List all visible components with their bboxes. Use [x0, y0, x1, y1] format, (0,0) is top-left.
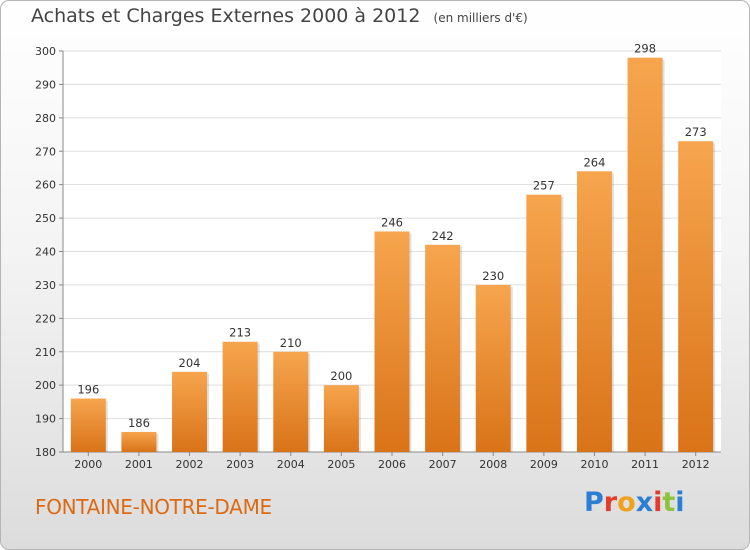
x-tick-label: 2002: [176, 458, 204, 471]
bar-value-label: 196: [77, 383, 99, 397]
chart-subtitle: (en milliers d'€): [433, 11, 528, 25]
bar-value-label: 257: [533, 179, 555, 193]
y-tick-label: 270: [35, 145, 56, 158]
x-tick-label: 2010: [580, 458, 608, 471]
x-tick-label: 2000: [74, 458, 102, 471]
logo-letter: r: [603, 487, 618, 518]
y-tick-label: 220: [35, 312, 56, 325]
y-tick-label: 180: [35, 446, 56, 459]
chart-title: Achats et Charges Externes 2000 à 2012: [31, 5, 421, 27]
logo-letter: o: [617, 487, 636, 518]
y-tick-label: 230: [35, 279, 56, 292]
logo-letter: P: [584, 487, 604, 518]
bar-value-label: 204: [179, 356, 201, 370]
bar-value-label: 186: [128, 416, 150, 430]
x-tick-label: 2001: [125, 458, 153, 471]
x-tick-label: 2003: [226, 458, 254, 471]
bar: [172, 371, 208, 452]
location-name: FONTAINE-NOTRE-DAME: [35, 495, 272, 519]
logo-letter: x: [635, 487, 654, 518]
bar: [121, 431, 157, 452]
y-tick-label: 210: [35, 346, 56, 359]
bar: [222, 341, 258, 452]
bar-value-label: 273: [685, 125, 707, 139]
bar: [70, 398, 106, 452]
bar-value-label: 213: [229, 326, 251, 340]
bar-value-label: 230: [482, 269, 504, 283]
y-tick-label: 190: [35, 413, 56, 426]
x-tick-label: 2007: [429, 458, 457, 471]
bar-value-label: 298: [634, 42, 656, 56]
bar-value-label: 210: [280, 336, 302, 350]
bar: [627, 57, 663, 452]
x-tick-label: 2006: [378, 458, 406, 471]
bar: [576, 171, 612, 453]
y-tick-label: 250: [35, 212, 56, 225]
bar: [526, 194, 562, 453]
x-tick-label: 2012: [682, 458, 710, 471]
axis-layer: 180 190 200 210 220 230 240 250 260 270 280 290 300 2…: [35, 45, 721, 471]
label-layer: 196 186 204 213 210 200 246 242 230 257 264 298 273: [77, 42, 706, 430]
bar-value-label: 200: [330, 369, 352, 383]
x-tick-label: 2004: [277, 458, 305, 471]
bar: [475, 284, 511, 452]
title-row: Achats et Charges Externes 2000 à 2012 (…: [31, 5, 528, 27]
x-tick-label: 2011: [631, 458, 659, 471]
bar: [374, 231, 410, 452]
logo-letter: i: [653, 487, 663, 518]
y-tick-label: 290: [35, 78, 56, 91]
bar: [273, 351, 309, 452]
bar-value-label: 246: [381, 215, 403, 229]
proxiti-logo[interactable]: Proxiti: [584, 487, 685, 518]
bar: [323, 385, 359, 452]
bar-layer: [70, 57, 716, 453]
y-tick-label: 200: [35, 379, 56, 392]
logo-letter: t: [662, 487, 676, 518]
y-tick-label: 240: [35, 246, 56, 259]
bar: [678, 141, 714, 452]
x-tick-label: 2008: [479, 458, 507, 471]
x-tick-label: 2009: [530, 458, 558, 471]
bar-value-label: 242: [432, 229, 454, 243]
y-tick-label: 260: [35, 179, 56, 192]
y-tick-label: 280: [35, 112, 56, 125]
bar: [425, 244, 461, 452]
x-tick-label: 2005: [327, 458, 355, 471]
logo-letter: i: [675, 487, 685, 518]
bar-value-label: 264: [583, 155, 605, 169]
y-tick-label: 300: [35, 45, 56, 58]
